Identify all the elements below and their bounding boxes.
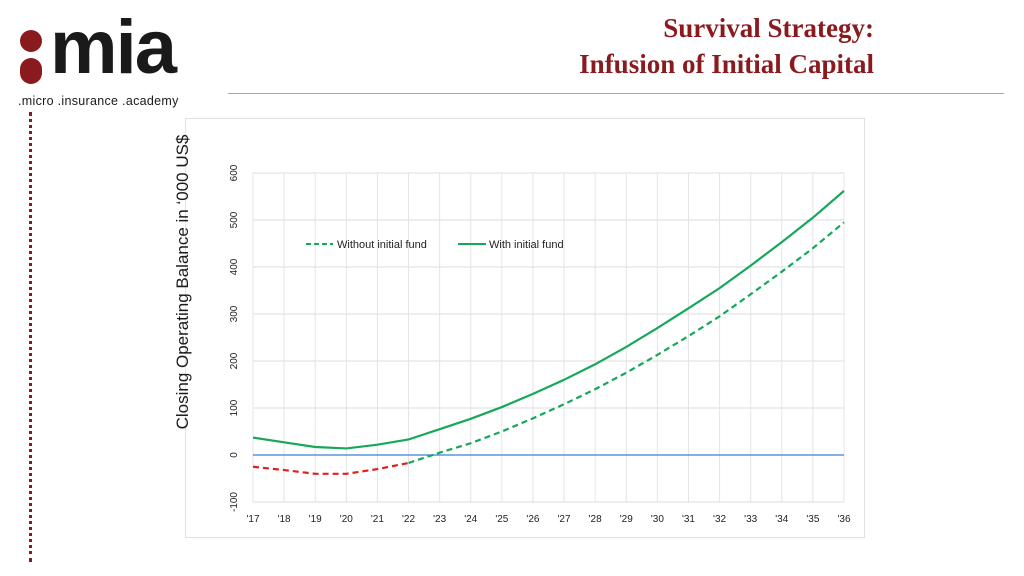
- chart-frame: [185, 118, 865, 538]
- x-tick-label: '32: [713, 514, 726, 525]
- x-tick-label: '24: [464, 514, 477, 525]
- header-divider: [228, 93, 1004, 94]
- y-tick-label: 400: [229, 258, 240, 275]
- y-tick-label: -100: [229, 492, 240, 512]
- x-tick-label: '34: [775, 514, 788, 525]
- legend-label-without-initial-fund: Without initial fund: [337, 239, 427, 251]
- x-tick-label: '27: [558, 514, 571, 525]
- logo-wordmark: mia: [50, 5, 177, 90]
- logo-dot-top: [20, 30, 42, 52]
- logo-dot-bottom: [20, 58, 42, 84]
- logo-tagline: .micro .insurance .academy: [18, 94, 179, 108]
- slide-title-line-1: Survival Strategy:: [663, 13, 874, 43]
- x-tick-label: '29: [620, 514, 633, 525]
- x-tick-label: '17: [246, 514, 259, 525]
- x-tick-label: '23: [433, 514, 446, 525]
- x-tick-label: '18: [278, 514, 291, 525]
- x-tick-label: '36: [837, 514, 850, 525]
- x-tick-label: '28: [589, 514, 602, 525]
- side-dotted-rule: [29, 112, 32, 562]
- y-tick-label: 0: [229, 452, 240, 458]
- x-tick-label: '25: [495, 514, 508, 525]
- x-tick-label: '21: [371, 514, 384, 525]
- y-tick-label: 300: [229, 305, 240, 322]
- x-tick-label: '35: [806, 514, 819, 525]
- y-tick-label: 200: [229, 352, 240, 369]
- series-without-initial-fund-negative: [252, 461, 409, 475]
- mia-logo: mia .micro .insurance .academy: [16, 10, 236, 112]
- slide-title-line-2: Infusion of Initial Capital: [579, 49, 874, 79]
- y-tick-label: 500: [229, 211, 240, 228]
- y-tick-label: 100: [229, 399, 240, 416]
- logo-dots: [20, 30, 42, 92]
- x-tick-label: '31: [682, 514, 695, 525]
- x-tick-label: '22: [402, 514, 415, 525]
- x-tick-label: '26: [526, 514, 539, 525]
- x-tick-label: '30: [651, 514, 664, 525]
- x-tick-label: '19: [309, 514, 322, 525]
- x-tick-label: '33: [744, 514, 757, 525]
- x-tick-label: '20: [340, 514, 353, 525]
- legend-label-with-initial-fund: With initial fund: [489, 239, 564, 251]
- series-with-initial-fund: [252, 190, 845, 450]
- y-tick-label: 600: [229, 164, 240, 181]
- slide-title: Survival Strategy: Infusion of Initial C…: [579, 10, 874, 82]
